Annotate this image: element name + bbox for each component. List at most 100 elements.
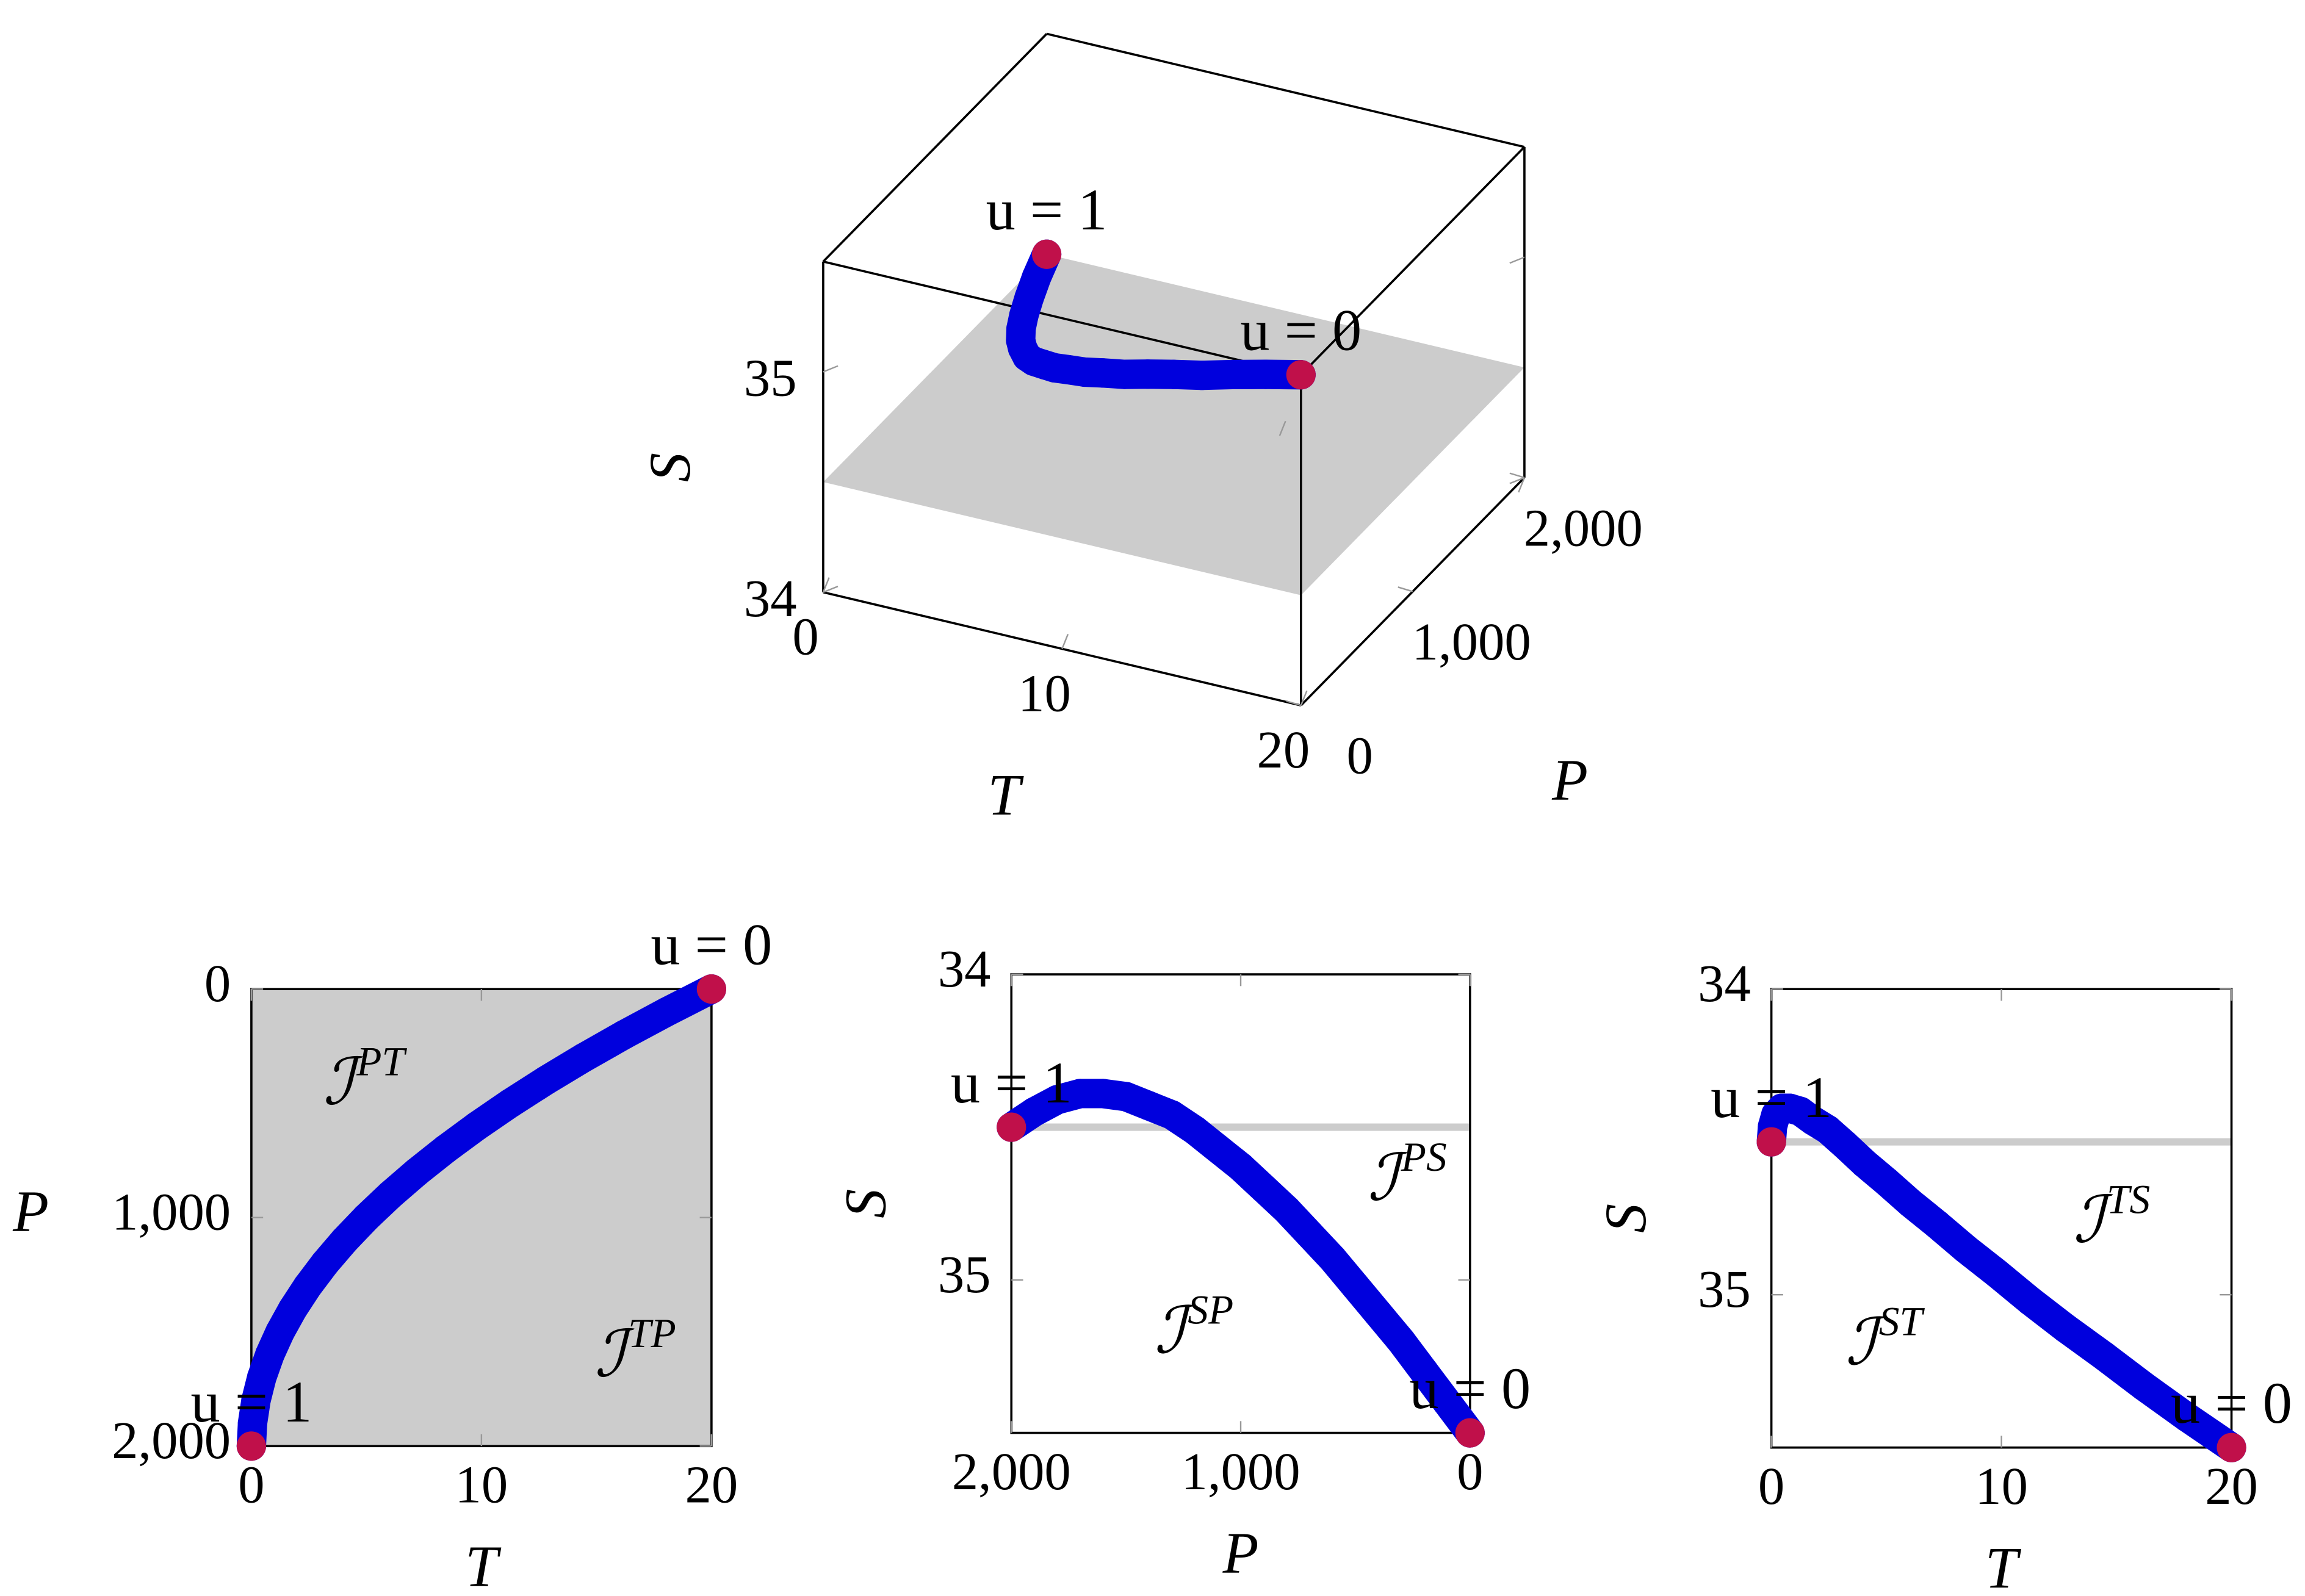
curve-point	[352, 1202, 381, 1232]
x-tick	[1061, 633, 1069, 649]
curve-point	[310, 1248, 340, 1278]
curve-point	[1022, 262, 1051, 292]
curve-point	[495, 1088, 525, 1118]
curve-point	[1951, 1234, 1981, 1264]
y-tick-label: 1,000	[112, 1183, 231, 1242]
curve-point	[237, 1408, 267, 1438]
curve-point	[652, 997, 682, 1027]
z-tick	[1509, 476, 1525, 484]
endpoint	[1756, 1127, 1786, 1157]
curve-point	[1409, 1357, 1439, 1387]
curve-point	[375, 1180, 406, 1210]
endpoint	[2217, 1432, 2246, 1462]
curve-point	[1065, 1079, 1095, 1109]
endpoint	[1286, 360, 1316, 390]
region-label-superscript: SP	[1188, 1287, 1233, 1333]
x-tick-label: 0	[238, 1455, 264, 1514]
annotation: u = 1	[951, 1050, 1072, 1115]
curve-point	[402, 1157, 432, 1187]
annotation: u = 0	[1240, 298, 1362, 363]
curve-point	[293, 1271, 323, 1301]
z-tick-label: 34	[744, 569, 797, 628]
curve-point	[1982, 1259, 2012, 1289]
x-tick	[822, 577, 830, 593]
curve-point	[2089, 1341, 2119, 1371]
endpoint	[236, 1431, 266, 1461]
box-edge	[1300, 146, 1526, 376]
x-tick	[1518, 477, 1526, 493]
y-tick-label: 0	[1346, 727, 1373, 785]
z-tick-label: 35	[744, 349, 797, 408]
curve-point	[2171, 1402, 2202, 1432]
region-label-superscript: TP	[628, 1310, 676, 1356]
curve-point	[1019, 1097, 1049, 1127]
y-tick	[1509, 472, 1525, 479]
y-tick-label: 35	[1698, 1260, 1751, 1318]
curve-point	[1217, 359, 1247, 390]
annotation: u = 0	[2171, 1370, 2292, 1436]
x-tick-label: 10	[1018, 664, 1071, 722]
curve-point	[1249, 1173, 1279, 1203]
curve-point	[1180, 1115, 1210, 1145]
curve-point	[330, 1226, 359, 1256]
curve-point	[1850, 1148, 1880, 1178]
curve-point	[1203, 1134, 1233, 1163]
region-label-superscript: TS	[2107, 1176, 2150, 1222]
curve-point	[1294, 1219, 1324, 1249]
endpoint	[1031, 239, 1062, 269]
annotation: u = 1	[190, 1369, 312, 1434]
z-tick	[823, 365, 839, 373]
curve-point	[1272, 1195, 1302, 1224]
x-tick-label: 2,000	[952, 1442, 1071, 1501]
curve-point	[1340, 1271, 1371, 1301]
curve-point	[1042, 1085, 1072, 1115]
curve-point	[1157, 1100, 1187, 1130]
curve-point	[1922, 1209, 1952, 1240]
annotation: u = 1	[1711, 1065, 1832, 1130]
y-tick-label: 35	[938, 1245, 991, 1304]
y-tick-label: 2,000	[112, 1411, 231, 1470]
x-tick-label: 0	[1758, 1457, 1784, 1515]
y-axis-label: P	[1551, 747, 1588, 813]
region-label-superscript: ST	[1879, 1299, 1925, 1345]
x-axis-label: T	[1985, 1535, 2022, 1596]
curve-point	[1250, 359, 1280, 389]
curve-point	[247, 1362, 276, 1392]
plot-frame	[1770, 988, 2233, 1449]
endpoint	[997, 1112, 1026, 1142]
z-tick	[823, 586, 839, 593]
box-edge	[1046, 32, 1525, 148]
x-axis-label: T	[465, 1534, 502, 1596]
endpoint	[696, 974, 726, 1004]
curve-point	[569, 1043, 599, 1073]
x-tick-label: 20	[2205, 1457, 2258, 1515]
x-tick	[1279, 420, 1286, 436]
y-tick-label: 34	[1698, 954, 1751, 1013]
x-tick-label: 20	[685, 1455, 738, 1514]
x-tick-label: 10	[1975, 1457, 2028, 1515]
x-axis-label: P	[1222, 1520, 1259, 1586]
curve-point	[278, 1294, 308, 1324]
curve-point	[254, 1340, 285, 1370]
y-axis-label: P	[12, 1179, 49, 1244]
annotation: u = 0	[1409, 1356, 1531, 1421]
curve-point	[1088, 1079, 1118, 1109]
curve-point	[265, 1317, 295, 1347]
curve-point	[1109, 359, 1139, 389]
y-tick-label: 2,000	[1524, 498, 1643, 557]
x-tick-label: 0	[792, 608, 818, 666]
plane	[823, 254, 1524, 595]
curve-point	[1159, 359, 1189, 389]
y-tick	[1398, 586, 1413, 592]
x-tick-label: 10	[455, 1455, 508, 1514]
x-axis-label: T	[987, 762, 1024, 827]
box-edge	[823, 261, 1302, 376]
curve-point	[1111, 1082, 1141, 1112]
curve-point	[609, 1019, 639, 1050]
curve-point	[531, 1065, 561, 1096]
z-tick	[1509, 256, 1525, 264]
x-tick-label: 20	[1257, 721, 1310, 779]
y-axis-label: S	[1593, 1204, 1658, 1233]
curve-point	[1225, 1152, 1256, 1182]
